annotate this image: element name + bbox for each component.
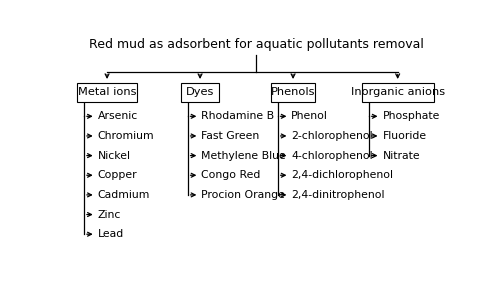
Text: 4-chlorophenol: 4-chlorophenol [292, 151, 373, 161]
Text: 2,4-dichlorophenol: 2,4-dichlorophenol [292, 170, 394, 180]
Text: 2-chlorophenol: 2-chlorophenol [292, 131, 373, 141]
Text: Phenol: Phenol [292, 111, 328, 121]
Text: 2,4-dinitrophenol: 2,4-dinitrophenol [292, 190, 385, 200]
Bar [271, 83, 316, 102]
Text: Metal ions: Metal ions [78, 87, 136, 97]
Text: Cadmium: Cadmium [98, 190, 150, 200]
Text: Phenols: Phenols [271, 87, 316, 97]
Text: Fluoride: Fluoride [382, 131, 426, 141]
Text: Lead: Lead [98, 229, 124, 239]
Text: Zinc: Zinc [98, 210, 121, 220]
Bar [362, 83, 434, 102]
Text: Nickel: Nickel [98, 151, 130, 161]
Text: Methylene Blue: Methylene Blue [201, 151, 286, 161]
Bar [77, 83, 137, 102]
Text: Rhodamine B: Rhodamine B [201, 111, 274, 121]
Text: Congo Red: Congo Red [201, 170, 260, 180]
Text: Nitrate: Nitrate [382, 151, 420, 161]
Text: Dyes: Dyes [186, 87, 214, 97]
Text: Chromium: Chromium [98, 131, 154, 141]
Text: Procion Orange: Procion Orange [201, 190, 285, 200]
Bar [180, 83, 220, 102]
Text: Red mud as adsorbent for aquatic pollutants removal: Red mud as adsorbent for aquatic polluta… [89, 38, 424, 51]
Text: Phosphate: Phosphate [382, 111, 440, 121]
Text: Arsenic: Arsenic [98, 111, 138, 121]
Text: Copper: Copper [98, 170, 137, 180]
Text: Inorganic anions: Inorganic anions [350, 87, 445, 97]
Text: Fast Green: Fast Green [201, 131, 260, 141]
